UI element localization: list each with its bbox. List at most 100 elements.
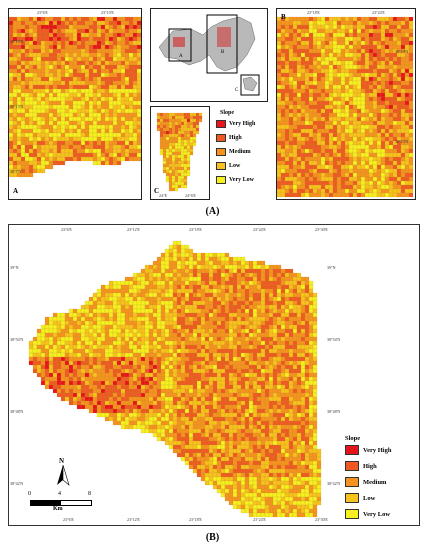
slope-cell — [292, 44, 298, 50]
slope-cell — [300, 292, 306, 298]
slope-cell — [112, 368, 118, 374]
slope-cell — [324, 116, 330, 122]
slope-cell — [132, 128, 138, 134]
slope-cell — [64, 64, 70, 70]
slope-cell — [32, 40, 38, 46]
slope-cell — [284, 24, 290, 30]
slope-cell — [248, 300, 254, 306]
slope-cell — [388, 32, 394, 38]
slope-cell — [44, 20, 50, 26]
slope-cell — [188, 324, 194, 330]
slope-cell — [152, 352, 158, 358]
slope-cell — [264, 372, 270, 378]
slope-cell — [44, 56, 50, 62]
slope-cell — [132, 104, 138, 110]
slope-cell — [268, 308, 274, 314]
slope-cell — [392, 192, 398, 198]
slope-cell — [348, 164, 354, 170]
slope-cell — [9, 124, 14, 130]
slope-cell — [244, 356, 250, 362]
slope-cell — [232, 268, 238, 274]
slope-cell — [112, 16, 118, 22]
slope-cell — [304, 300, 310, 306]
slope-cell — [304, 296, 310, 302]
slope-cell — [92, 112, 98, 118]
slope-cell — [172, 240, 178, 246]
slope-cell — [408, 176, 414, 182]
slope-cell — [344, 16, 350, 22]
slope-cell — [236, 312, 242, 318]
slope-cell — [36, 372, 42, 378]
slope-cell — [376, 148, 382, 154]
slope-cell — [308, 60, 314, 66]
slope-cell — [52, 56, 58, 62]
slope-cell — [200, 280, 206, 286]
slope-cell — [400, 60, 406, 66]
slope-cell — [372, 80, 378, 86]
slope-cell — [120, 100, 126, 106]
slope-cell — [204, 296, 210, 302]
slope-cell — [176, 260, 182, 266]
slope-cell — [20, 88, 26, 94]
slope-cell — [44, 116, 50, 122]
slope-cell — [192, 296, 198, 302]
slope-cell — [368, 192, 374, 198]
slope-cell — [348, 176, 354, 182]
slope-cell — [92, 64, 98, 70]
slope-cell — [68, 128, 74, 134]
slope-cell — [56, 32, 62, 38]
slope-cell — [380, 120, 386, 126]
slope-cell — [368, 164, 374, 170]
slope-cell — [256, 292, 262, 298]
slope-cell — [404, 188, 410, 194]
slope-cell — [92, 24, 98, 30]
slope-cell — [304, 144, 310, 150]
slope-cell — [408, 64, 414, 70]
slope-cell — [292, 316, 298, 322]
slope-cell — [380, 52, 386, 58]
slope-cell — [186, 118, 191, 123]
slope-cell — [20, 76, 26, 82]
slope-cell — [92, 368, 98, 374]
slope-cell — [396, 128, 402, 134]
panel-a-cells — [9, 16, 141, 178]
slope-cell — [252, 296, 258, 302]
slope-cell — [92, 72, 98, 78]
slope-cell — [396, 184, 402, 190]
slope-cell — [352, 188, 358, 194]
slope-cell — [20, 152, 26, 158]
slope-cell — [277, 144, 282, 150]
slope-cell — [308, 32, 314, 38]
slope-cell — [320, 84, 326, 90]
slope-cell — [264, 268, 270, 274]
slope-cell — [64, 60, 70, 66]
slope-cell — [28, 152, 34, 158]
slope-cell — [368, 24, 374, 30]
slope-cell — [68, 356, 74, 362]
slope-cell — [108, 100, 114, 106]
slope-cell — [104, 352, 110, 358]
slope-cell — [308, 40, 314, 46]
slope-cell — [276, 304, 282, 310]
slope-cell — [116, 84, 122, 90]
slope-cell — [162, 124, 167, 129]
slope-cell — [120, 68, 126, 74]
slope-cell — [272, 328, 278, 334]
overview-label-c: C — [235, 88, 239, 93]
slope-cell — [162, 151, 167, 156]
slope-cell — [64, 100, 70, 106]
slope-cell — [104, 128, 110, 134]
slope-cell — [112, 296, 118, 302]
slope-cell — [92, 332, 98, 338]
slope-cell — [112, 88, 118, 94]
slope-cell — [136, 140, 141, 146]
slope-cell — [356, 188, 362, 194]
slope-cell — [180, 178, 185, 183]
slope-cell — [244, 292, 250, 298]
slope-cell — [52, 352, 58, 358]
slope-cell — [120, 148, 126, 154]
slope-cell — [196, 356, 202, 362]
slope-cell — [312, 72, 318, 78]
slope-cell — [180, 142, 185, 147]
slope-cell — [296, 40, 302, 46]
